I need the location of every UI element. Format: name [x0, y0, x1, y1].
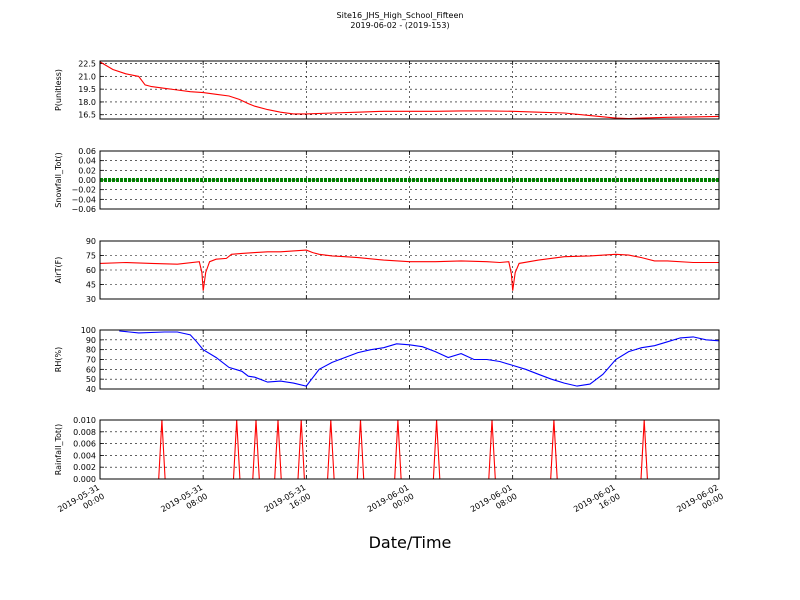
series-line	[119, 330, 720, 387]
chart-subtitle: 2019-06-02 - (2019-153)	[350, 21, 450, 30]
y-tick-label: 16.5	[78, 111, 96, 120]
y-axis-label: RH(%)	[54, 347, 63, 372]
x-axis-label: Date/Time	[368, 533, 452, 552]
y-tick-label: 0.006	[73, 440, 96, 449]
plot-frame	[99, 329, 720, 390]
y-tick-label: 45	[86, 281, 96, 290]
y-tick-label: 70	[86, 356, 96, 365]
y-tick-label: 0.02	[78, 166, 96, 175]
y-tick-label: 30	[86, 295, 96, 304]
subplot-1: 16.5 18.0 19.5 21.0 22.5 P(unitless)	[54, 60, 720, 120]
y-tick-label: 18.0	[78, 98, 96, 107]
plot-frame	[99, 150, 720, 210]
y-tick-label: 19.5	[78, 85, 96, 94]
y-tick-label: 60	[86, 266, 96, 275]
y-tick-label: 21.0	[78, 72, 96, 81]
y-tick-label: 75	[86, 252, 96, 261]
y-tick-label: 22.5	[78, 60, 96, 69]
y-tick-label: 0.00	[78, 176, 96, 185]
y-axis-label: AirT(F)	[54, 257, 63, 284]
y-axis-label: Snowfall_Tot()	[54, 152, 63, 208]
y-tick-label: 80	[86, 346, 96, 355]
y-tick-label: 0.010	[73, 416, 96, 425]
y-tick-label: 0.06	[78, 147, 96, 156]
y-tick-label: −0.04	[71, 195, 96, 204]
subplot-3: 30 45 60 75 90 AirT(F)	[54, 237, 720, 304]
y-tick-label: 90	[86, 336, 96, 345]
y-tick-label: 60	[86, 365, 96, 374]
y-tick-label: 0.000	[73, 475, 96, 484]
plot-frame	[99, 60, 720, 120]
series-line	[99, 249, 719, 291]
y-tick-label: 0.04	[78, 157, 96, 166]
y-tick-label: 40	[86, 385, 96, 394]
chart-title: Site16_JHS_High_School_Fifteen	[336, 11, 464, 20]
plot-frame	[99, 240, 720, 300]
y-tick-label: 0.002	[73, 463, 96, 472]
subplot-5: 0.000 0.002 0.004 0.006 0.008 0.010 Rainfall_T…	[54, 416, 720, 484]
y-tick-label: 0.008	[73, 428, 96, 437]
y-axis-label: Rainfall_Tot()	[54, 424, 63, 476]
plot-frame	[99, 419, 720, 480]
y-axis-label: P(unitless)	[54, 69, 63, 111]
series-line	[99, 61, 720, 120]
y-tick-label: 0.004	[73, 451, 96, 460]
y-tick-label: 90	[86, 237, 96, 246]
subplot-2: −0.06−0.04−0.020.000.020.040.06 Snowfall_…	[54, 147, 720, 214]
y-tick-label: −0.02	[71, 186, 96, 195]
y-tick-label: 50	[86, 375, 96, 384]
y-tick-label: −0.06	[71, 205, 96, 214]
y-tick-label: 100	[81, 326, 96, 335]
